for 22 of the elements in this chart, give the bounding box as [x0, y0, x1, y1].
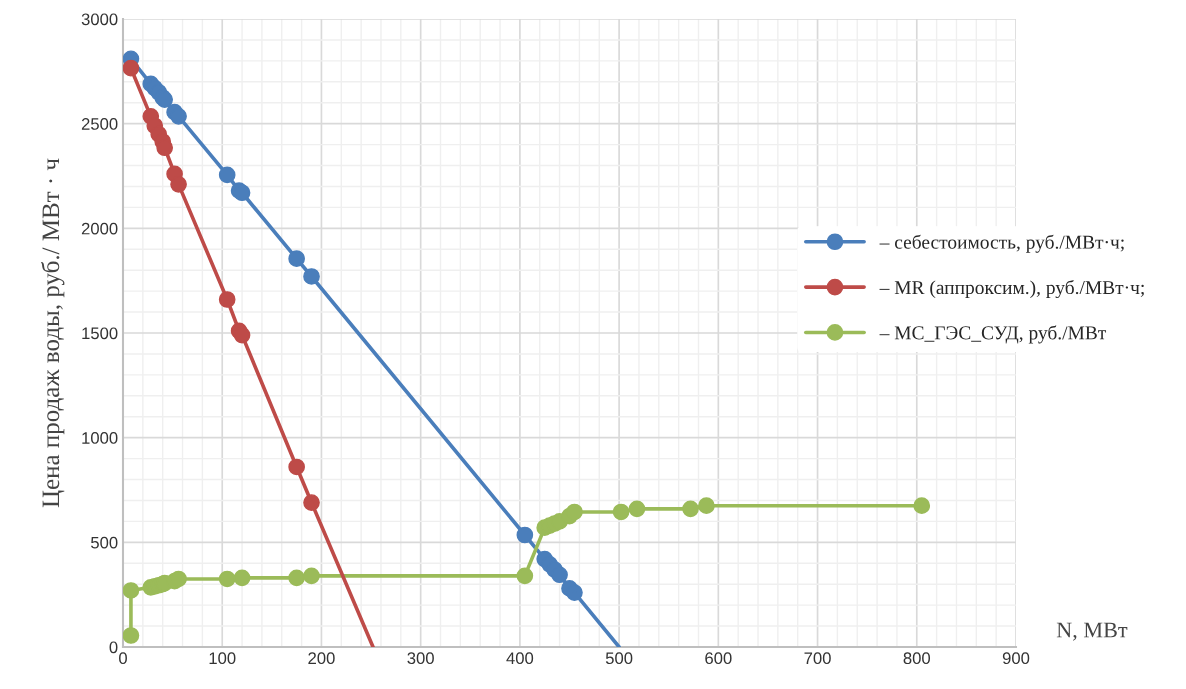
x-tick-label: 700 — [804, 652, 831, 665]
x-tick-label: 600 — [705, 652, 732, 665]
y-tick-label: 3000 — [81, 13, 118, 26]
x-tick-label: 900 — [1002, 652, 1030, 665]
x-tick-label: 800 — [903, 652, 931, 665]
legend-label: – себестоимость, руб./МВт·ч; — [879, 234, 1124, 253]
y-tick-label: 500 — [91, 536, 118, 549]
y-tick-label: 2000 — [81, 222, 118, 235]
y-tick-label: 2500 — [81, 118, 118, 130]
y-tick-label: 1000 — [82, 432, 118, 444]
x-tick-label: 300 — [407, 652, 434, 665]
x-tick-label: 400 — [506, 652, 534, 665]
x-axis-title: N, МВт — [1056, 622, 1128, 641]
y-tick-label: 0 — [109, 641, 118, 654]
x-tick-label: 500 — [605, 652, 633, 665]
x-tick-label: 200 — [308, 652, 335, 665]
x-tick-label: 0 — [119, 652, 127, 665]
y-tick-label: 1500 — [82, 327, 118, 340]
legend-label: – МС_ГЭС_СУД, руб./МВт — [879, 325, 1107, 344]
x-tick-label: 100 — [209, 652, 236, 665]
legend-label: – MR (аппроксим.), руб./МВт·ч; — [879, 279, 1144, 299]
y-axis-title: Цена продаж воды, руб./ МВт · ч — [41, 158, 65, 508]
